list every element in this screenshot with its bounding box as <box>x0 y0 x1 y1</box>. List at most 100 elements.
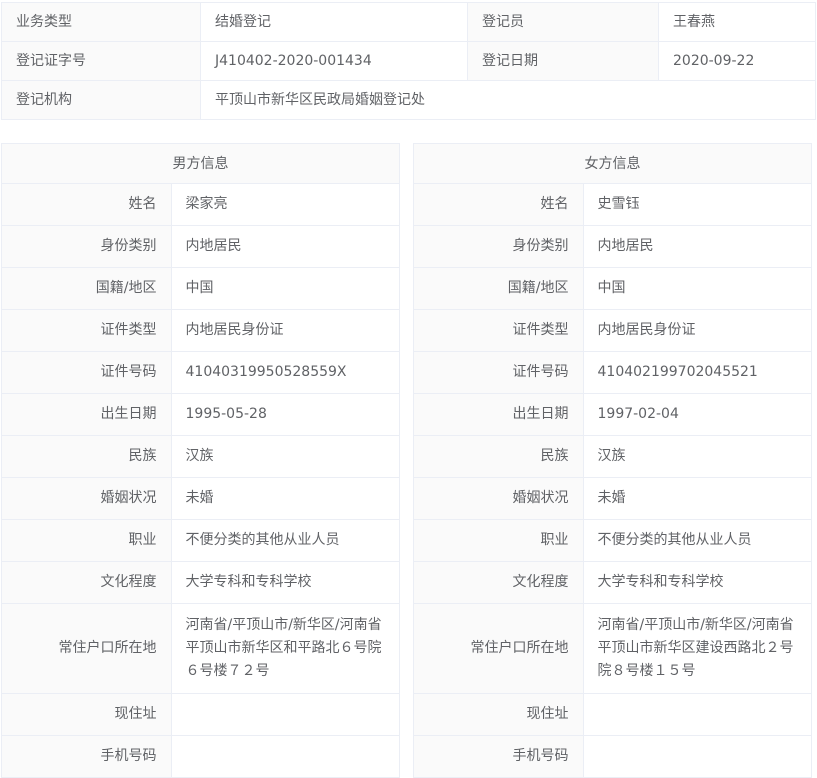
male-info-table: 姓名 梁家亮 身份类别 内地居民 国籍/地区 中国 证件类型 内地居民身份证 证件号码 4… <box>2 184 399 778</box>
summary-table-body: 业务类型 结婚登记 登记员 王春燕 登记证字号 J410402-2020-001… <box>1 2 816 120</box>
male-label-household-address: 常住户口所在地 <box>2 603 172 694</box>
summary-value-agency: 平顶山市新华区民政局婚姻登记处 <box>200 80 816 120</box>
male-value-ethnicity: 汉族 <box>171 435 399 478</box>
male-label-nationality: 国籍/地区 <box>2 267 172 310</box>
table-row: 常住户口所在地 河南省/平顶山市/新华区/河南省平顶山市新华区建设西路北２号院８号… <box>414 603 811 694</box>
table-row: 证件类型 内地居民身份证 <box>414 309 811 352</box>
table-row: 常住户口所在地 河南省/平顶山市/新华区/河南省平顶山市新华区和平路北６号院６号楼… <box>2 603 399 694</box>
male-label-marital-status: 婚姻状况 <box>2 477 172 520</box>
female-value-document-type: 内地居民身份证 <box>583 309 811 352</box>
male-label-identity-type: 身份类别 <box>2 225 172 268</box>
table-row: 证件号码 410402199702045521 <box>414 351 811 394</box>
male-label-name: 姓名 <box>2 184 172 226</box>
agency-label-text: 登记机构 <box>16 92 72 108</box>
male-value-marital-status: 未婚 <box>171 477 399 520</box>
male-value-current-address <box>171 693 399 736</box>
female-label-marital-status: 婚姻状况 <box>414 477 584 520</box>
table-row: 文化程度 大学专科和专科学校 <box>2 561 399 604</box>
summary-value-registration-date: 2020-09-22 <box>658 41 816 81</box>
summary-label-registrar: 登记员 <box>467 2 659 42</box>
summary-label-agency: 登记机构 <box>1 80 201 120</box>
female-value-occupation: 不便分类的其他从业人员 <box>583 519 811 562</box>
table-row: 登记机构 平顶山市新华区民政局婚姻登记处 <box>1 80 816 120</box>
table-row: 婚姻状况 未婚 <box>2 477 399 520</box>
table-row: 民族 汉族 <box>414 435 811 478</box>
summary-label-certificate-number: 登记证字号 <box>1 41 201 81</box>
female-value-household-address: 河南省/平顶山市/新华区/河南省平顶山市新华区建设西路北２号院８号楼１５号 <box>583 603 811 694</box>
male-label-ethnicity: 民族 <box>2 435 172 478</box>
female-label-birth-date: 出生日期 <box>414 393 584 436</box>
female-value-marital-status: 未婚 <box>583 477 811 520</box>
female-label-mobile-number: 手机号码 <box>414 735 584 778</box>
male-value-occupation: 不便分类的其他从业人员 <box>171 519 399 562</box>
male-label-mobile-number: 手机号码 <box>2 735 172 778</box>
registration-summary-table: 业务类型 结婚登记 登记员 王春燕 登记证字号 J410402-2020-001… <box>1 2 816 120</box>
male-value-identity-type: 内地居民 <box>171 225 399 268</box>
female-value-identity-type: 内地居民 <box>583 225 811 268</box>
table-row: 现住址 <box>2 693 399 736</box>
female-value-mobile-number <box>583 735 811 778</box>
table-row: 现住址 <box>414 693 811 736</box>
table-row: 身份类别 内地居民 <box>414 225 811 268</box>
table-row: 登记证字号 J410402-2020-001434 登记日期 2020-09-2… <box>1 41 816 81</box>
female-panel-title: 女方信息 <box>414 144 811 184</box>
table-row: 证件号码 41040319950528559X <box>2 351 399 394</box>
female-table-body: 姓名 史雪钰 身份类别 内地居民 国籍/地区 中国 证件类型 内地居民身份证 证件号码 4… <box>414 184 811 778</box>
female-label-document-type: 证件类型 <box>414 309 584 352</box>
male-panel-title: 男方信息 <box>2 144 399 184</box>
table-row: 手机号码 <box>2 735 399 778</box>
table-row: 身份类别 内地居民 <box>2 225 399 268</box>
female-label-education: 文化程度 <box>414 561 584 604</box>
female-label-household-address: 常住户口所在地 <box>414 603 584 694</box>
female-value-nationality: 中国 <box>583 267 811 310</box>
summary-label-business-type: 业务类型 <box>1 2 201 42</box>
male-value-nationality: 中国 <box>171 267 399 310</box>
table-row: 国籍/地区 中国 <box>414 267 811 310</box>
summary-value-registrar: 王春燕 <box>658 2 816 42</box>
female-label-occupation: 职业 <box>414 519 584 562</box>
table-row: 婚姻状况 未婚 <box>414 477 811 520</box>
female-label-nationality: 国籍/地区 <box>414 267 584 310</box>
female-label-document-number: 证件号码 <box>414 351 584 394</box>
male-value-birth-date: 1995-05-28 <box>171 393 399 436</box>
male-value-name: 梁家亮 <box>171 184 399 226</box>
table-row: 职业 不便分类的其他从业人员 <box>2 519 399 562</box>
female-info-panel: 女方信息 姓名 史雪钰 身份类别 内地居民 国籍/地区 中国 证件类型 内地居民身份证 … <box>413 143 812 778</box>
female-info-table: 姓名 史雪钰 身份类别 内地居民 国籍/地区 中国 证件类型 内地居民身份证 证件号码 4… <box>414 184 811 778</box>
male-value-household-address: 河南省/平顶山市/新华区/河南省平顶山市新华区和平路北６号院６号楼７２号 <box>171 603 399 694</box>
female-label-ethnicity: 民族 <box>414 435 584 478</box>
male-info-panel: 男方信息 姓名 梁家亮 身份类别 内地居民 国籍/地区 中国 证件类型 内地居民身份证 … <box>1 143 400 778</box>
table-row: 证件类型 内地居民身份证 <box>2 309 399 352</box>
male-label-education: 文化程度 <box>2 561 172 604</box>
table-row: 出生日期 1995-05-28 <box>2 393 399 436</box>
female-value-birth-date: 1997-02-04 <box>583 393 811 436</box>
table-row: 业务类型 结婚登记 登记员 王春燕 <box>1 2 816 42</box>
male-value-education: 大学专科和专科学校 <box>171 561 399 604</box>
male-label-birth-date: 出生日期 <box>2 393 172 436</box>
male-value-mobile-number <box>171 735 399 778</box>
female-value-education: 大学专科和专科学校 <box>583 561 811 604</box>
male-label-occupation: 职业 <box>2 519 172 562</box>
female-label-identity-type: 身份类别 <box>414 225 584 268</box>
female-value-name: 史雪钰 <box>583 184 811 226</box>
female-label-name: 姓名 <box>414 184 584 226</box>
table-row: 文化程度 大学专科和专科学校 <box>414 561 811 604</box>
male-value-document-type: 内地居民身份证 <box>171 309 399 352</box>
female-value-document-number: 410402199702045521 <box>583 351 811 394</box>
female-value-ethnicity: 汉族 <box>583 435 811 478</box>
male-label-document-type: 证件类型 <box>2 309 172 352</box>
table-row: 职业 不便分类的其他从业人员 <box>414 519 811 562</box>
male-value-document-number: 41040319950528559X <box>171 351 399 394</box>
summary-label-registration-date: 登记日期 <box>467 41 659 81</box>
table-row: 国籍/地区 中国 <box>2 267 399 310</box>
female-label-current-address: 现住址 <box>414 693 584 736</box>
table-row: 姓名 史雪钰 <box>414 184 811 226</box>
person-panels: 男方信息 姓名 梁家亮 身份类别 内地居民 国籍/地区 中国 证件类型 内地居民身份证 … <box>0 143 817 778</box>
summary-value-business-type: 结婚登记 <box>200 2 468 42</box>
summary-value-certificate-number: J410402-2020-001434 <box>200 41 468 81</box>
male-label-current-address: 现住址 <box>2 693 172 736</box>
table-row: 手机号码 <box>414 735 811 778</box>
female-value-current-address <box>583 693 811 736</box>
table-row: 出生日期 1997-02-04 <box>414 393 811 436</box>
